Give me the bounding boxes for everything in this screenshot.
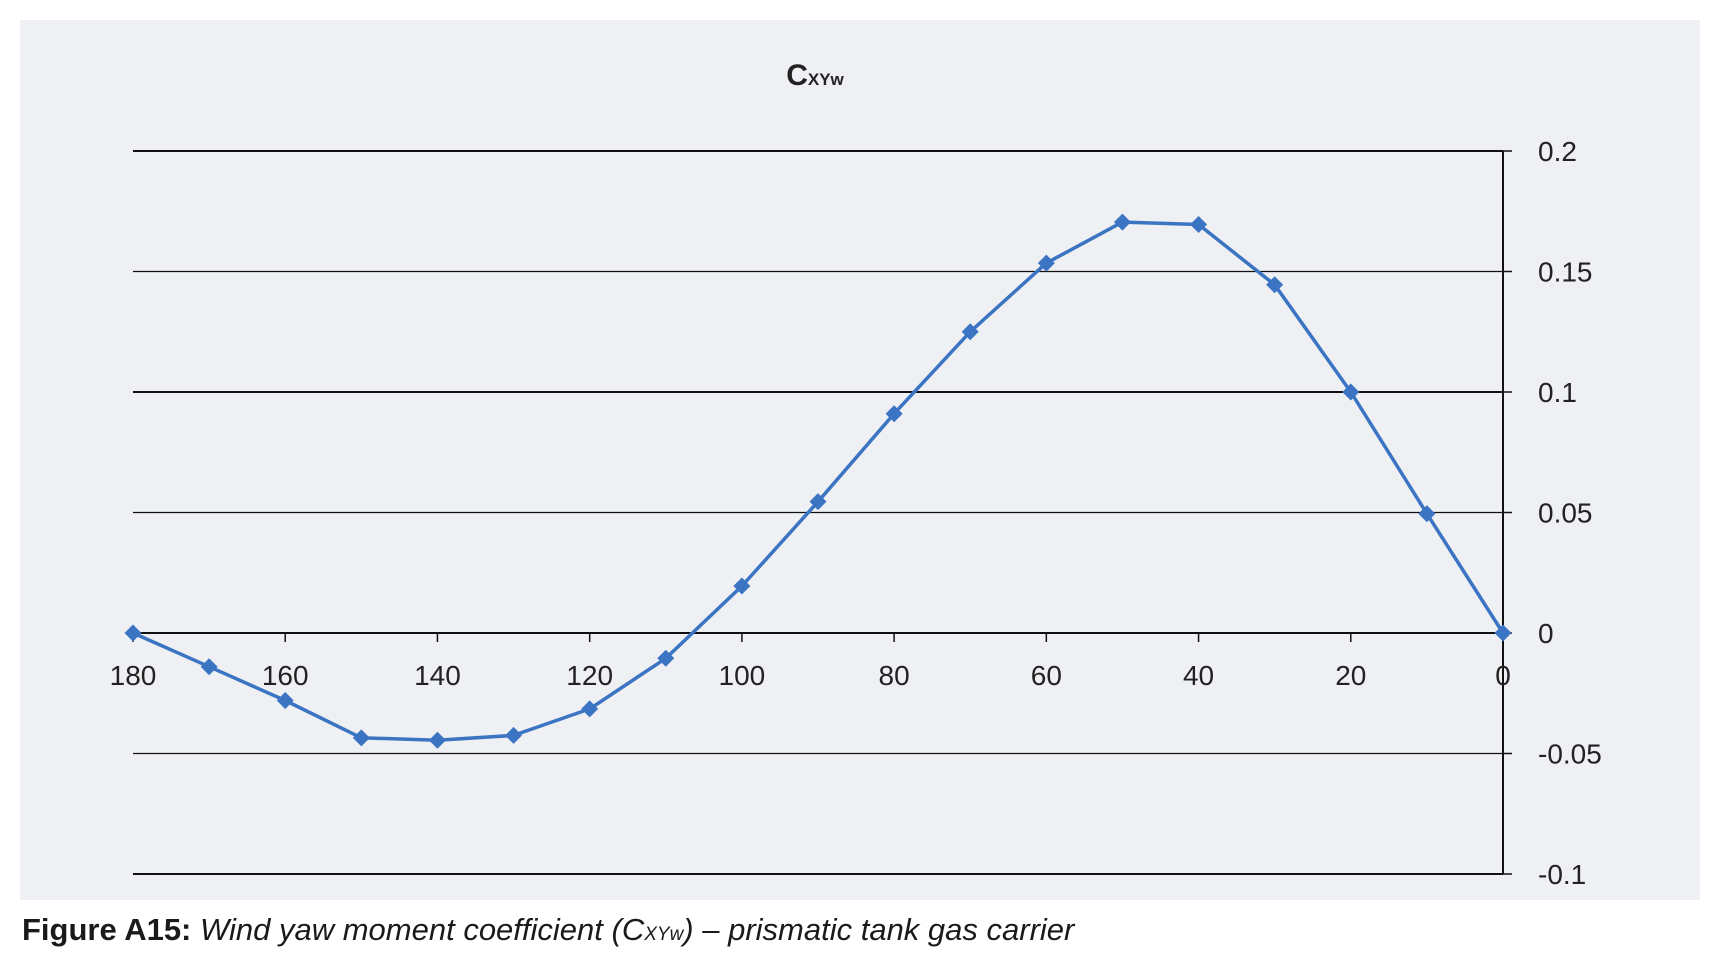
caption-text-after: ) – prismatic tank gas carrier [683, 912, 1075, 947]
x-tick-label: 160 [262, 660, 309, 691]
series-group [124, 213, 1512, 749]
y-tick-label: 0.2 [1538, 136, 1577, 167]
y-tick-label: 0.15 [1538, 257, 1593, 288]
chart-title-subscript: XYw [808, 70, 845, 89]
y-tick-label: -0.05 [1538, 739, 1602, 770]
x-tick-label: 0 [1495, 660, 1511, 691]
data-point-marker [1418, 505, 1436, 523]
data-point-marker [124, 624, 142, 642]
data-point-marker [885, 405, 903, 423]
figure-caption: Figure A15: Wind yaw moment coefficient … [22, 912, 1074, 948]
x-tick-label: 140 [414, 660, 461, 691]
data-point-marker [1190, 216, 1208, 234]
data-point-marker [1494, 624, 1512, 642]
x-tick-label: 20 [1335, 660, 1366, 691]
x-tick-label: 80 [879, 660, 910, 691]
data-point-marker [428, 731, 446, 749]
gridlines [133, 150, 1503, 875]
y-tick-label: -0.1 [1538, 859, 1586, 890]
data-point-marker [733, 577, 751, 595]
chart-title: CXYw [786, 59, 844, 92]
data-point-marker [657, 649, 675, 667]
data-point-marker [276, 691, 294, 709]
x-axis-ticks: 180 160 140 120 100 80 60 40 20 0 [110, 633, 1511, 691]
x-tick-label: 180 [110, 660, 157, 691]
series-line [132, 220, 1505, 742]
chart-title-main: C [786, 59, 808, 92]
x-tick-label: 40 [1183, 660, 1214, 691]
data-point-marker [505, 726, 523, 744]
data-point-marker [1342, 383, 1360, 401]
caption-label: Figure A15: [22, 912, 192, 947]
caption-text-before: Wind yaw moment coefficient (C [200, 912, 645, 947]
y-tick-label: 0.05 [1538, 498, 1593, 529]
data-point-marker [1266, 276, 1284, 294]
x-tick-label: 120 [566, 660, 613, 691]
x-tick-label: 100 [719, 660, 766, 691]
data-point-marker [809, 493, 827, 511]
y-tick-label: 0 [1538, 618, 1554, 649]
y-tick-label: 0.1 [1538, 377, 1577, 408]
data-point-marker [1037, 254, 1055, 272]
data-point-marker [581, 700, 599, 718]
x-tick-label: 60 [1031, 660, 1062, 691]
y-axis-ticks: 0.2 0.15 0.1 0.05 0 -0.05 -0.1 [1503, 136, 1602, 890]
data-point-marker [200, 658, 218, 676]
data-point-marker [961, 323, 979, 341]
data-point-marker [1113, 213, 1131, 231]
data-point-marker [352, 729, 370, 747]
caption-subscript: XYw [644, 924, 684, 945]
